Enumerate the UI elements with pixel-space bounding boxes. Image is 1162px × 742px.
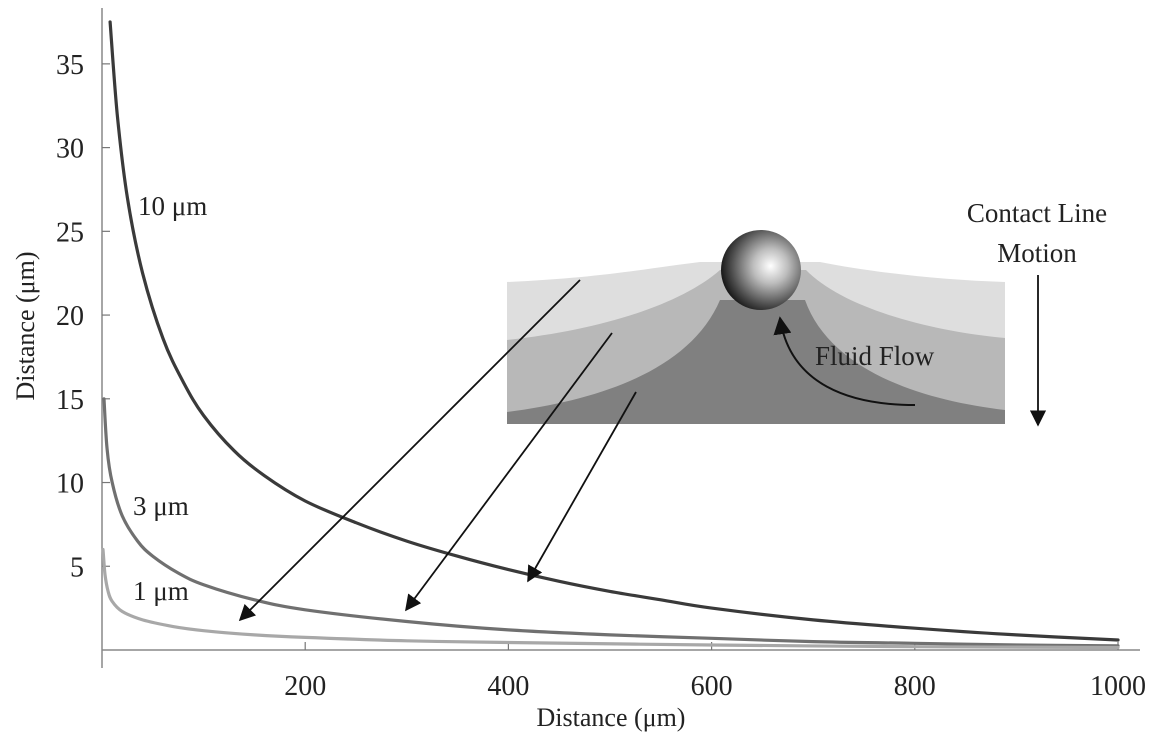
y-tick-label-4: 25 bbox=[56, 217, 84, 248]
y-tick-label-3: 20 bbox=[56, 301, 84, 332]
y-tick-label-6: 35 bbox=[56, 50, 84, 81]
contact-line-label: Contact Line bbox=[967, 198, 1107, 228]
series-layer bbox=[101, 20, 1120, 650]
pointer-arrow-10um bbox=[527, 391, 637, 583]
x-tick-label-0: 200 bbox=[284, 671, 326, 702]
pointer-arrow-1um bbox=[238, 279, 581, 622]
y-tick-label-1: 10 bbox=[56, 469, 84, 500]
particle-sphere bbox=[721, 230, 801, 310]
x-tick-label-3: 800 bbox=[894, 671, 936, 702]
series-line-2 bbox=[101, 547, 1120, 650]
fluid-flow-arrow bbox=[773, 316, 916, 406]
x-tick-label-4: 1000 bbox=[1090, 671, 1146, 702]
curve-label-10um: 10 μm bbox=[138, 191, 207, 221]
x-axis-label: Distance (μm) bbox=[537, 703, 686, 732]
y-tick-label-5: 30 bbox=[56, 134, 84, 165]
pointer-arrow-3um bbox=[405, 332, 613, 612]
fluid-flow-label: Fluid Flow bbox=[815, 341, 935, 371]
inset-illustration: Fluid Flow bbox=[507, 230, 1005, 424]
y-tick-label-0: 5 bbox=[70, 552, 84, 583]
inset-bottom-layer bbox=[507, 300, 1005, 424]
curve-label-3um: 3 μm bbox=[133, 491, 189, 521]
series-line-0 bbox=[108, 20, 1120, 642]
curve-label-1um: 1 μm bbox=[133, 576, 189, 606]
motion-label: Motion bbox=[997, 238, 1077, 268]
tick-labels: 200 400 600 800 1000 5 10 15 20 25 30 35 bbox=[56, 50, 1146, 702]
x-tick-label-2: 600 bbox=[691, 671, 733, 702]
x-tick-label-1: 400 bbox=[487, 671, 529, 702]
y-axis-label: Distance (μm) bbox=[11, 252, 40, 401]
series-line-1 bbox=[102, 397, 1120, 648]
y-tick-label-2: 15 bbox=[56, 385, 84, 416]
